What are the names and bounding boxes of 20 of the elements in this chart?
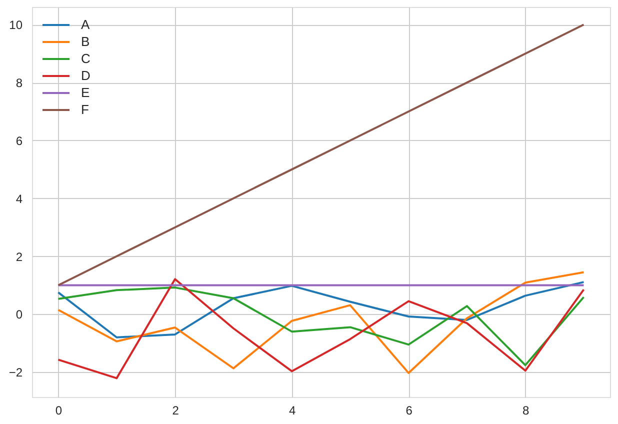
legend-label: A [81, 17, 90, 32]
line-series [57, 281, 585, 338]
x-tick-label: 0 [55, 404, 62, 418]
x-tick-label: 8 [522, 404, 530, 418]
legend-label: E [81, 85, 90, 100]
legend-label: D [81, 68, 90, 83]
legend-label: C [81, 51, 90, 66]
y-tick-label: 6 [16, 134, 23, 148]
y-tick-label: 4 [16, 192, 23, 206]
legend-label: F [81, 102, 89, 117]
x-tick-label: 4 [288, 404, 296, 418]
legend-label: B [81, 34, 90, 49]
y-tick-label: −2 [8, 366, 23, 380]
y-tick-label: 8 [16, 76, 23, 90]
x-tick-label: 2 [172, 404, 180, 418]
line-series [57, 286, 585, 366]
y-tick-label: 10 [9, 18, 23, 32]
x-tick-label: 6 [406, 404, 413, 418]
y-tick-label: 2 [16, 250, 23, 264]
y-tick-label: 0 [16, 308, 23, 322]
